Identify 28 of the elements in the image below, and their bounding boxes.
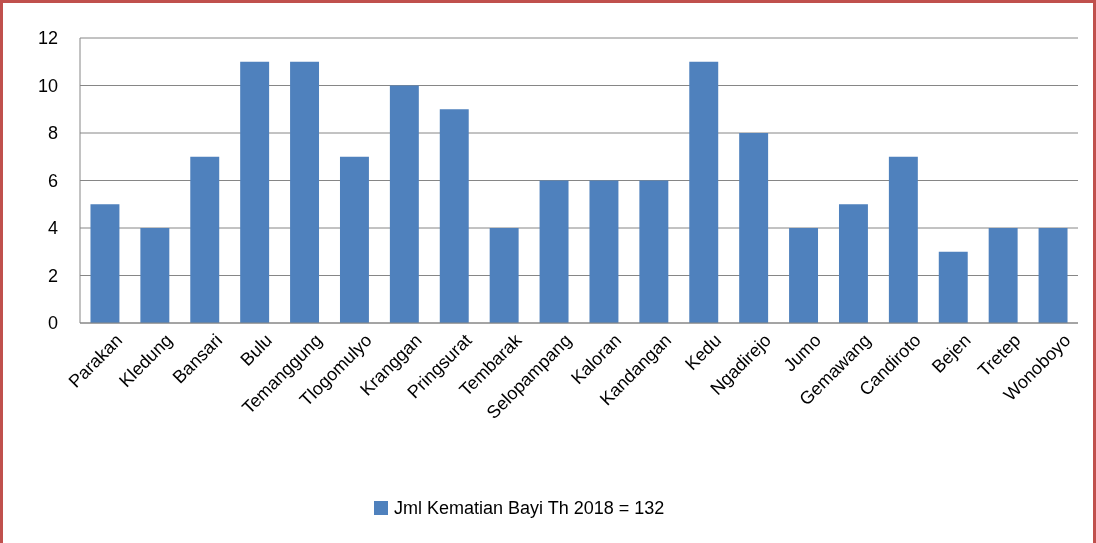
bar	[988, 228, 1018, 323]
bar	[888, 156, 918, 323]
bar	[639, 180, 669, 323]
bar	[838, 204, 868, 323]
bar	[290, 61, 320, 323]
bar	[190, 156, 220, 323]
bar	[539, 180, 569, 323]
y-tick-label: 2	[47, 265, 58, 286]
y-tick-label: 12	[37, 28, 58, 49]
legend-label: Jml Kematian Bayi Th 2018 = 132	[394, 498, 665, 519]
bar	[1038, 228, 1068, 323]
y-tick-label: 8	[47, 123, 58, 144]
bar	[90, 204, 120, 323]
bar	[389, 85, 419, 323]
bar	[589, 180, 619, 323]
bar	[240, 61, 270, 323]
bar	[439, 109, 469, 323]
bar	[689, 61, 719, 323]
bar	[489, 228, 519, 323]
y-tick-label: 4	[47, 218, 58, 239]
y-tick-label: 0	[47, 313, 58, 334]
bar	[140, 228, 170, 323]
y-tick-label: 10	[37, 75, 58, 96]
bar	[938, 251, 968, 323]
y-tick-label: 6	[47, 170, 58, 191]
bar	[339, 156, 369, 323]
bar	[789, 228, 819, 323]
bar	[739, 133, 769, 323]
